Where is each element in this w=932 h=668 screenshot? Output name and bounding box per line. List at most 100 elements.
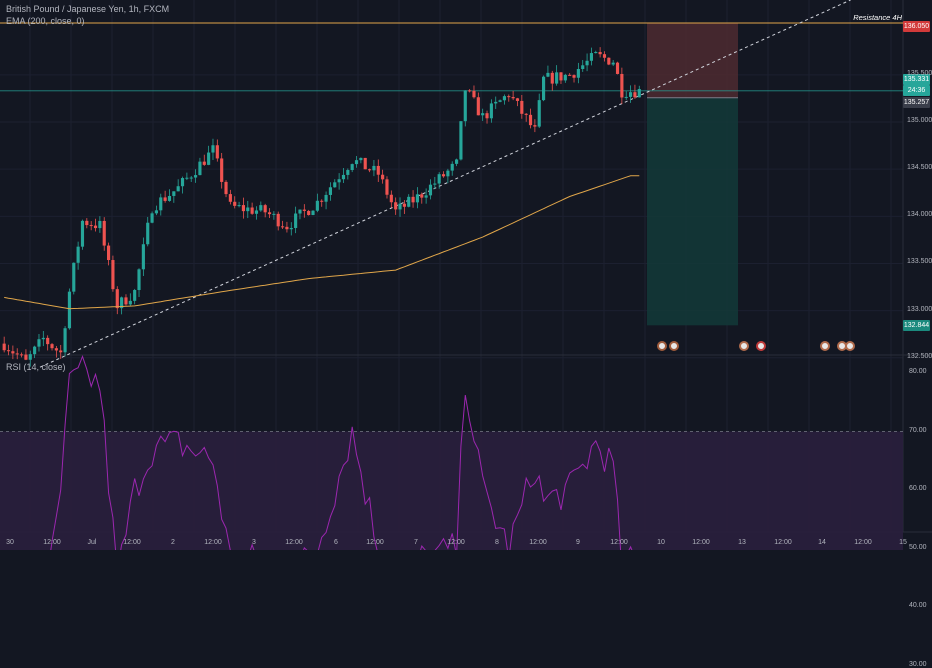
target-price-label: 136.050 — [903, 21, 930, 32]
candle-body — [494, 101, 498, 104]
trendline — [39, 0, 851, 368]
rsi-axis-tick: 80.00 — [909, 368, 927, 375]
candle-body — [250, 207, 254, 214]
price-axis-tick: 134.500 — [907, 164, 932, 172]
candle-body — [111, 260, 115, 290]
candle-body — [67, 291, 71, 329]
candle-body — [302, 209, 306, 211]
candle-body — [498, 100, 502, 102]
candle-body — [441, 174, 446, 177]
candle-body — [107, 245, 111, 261]
candle-body — [128, 300, 132, 305]
candle-body — [389, 194, 393, 203]
time-axis-tick: 12:00 — [774, 539, 792, 546]
candle-body — [298, 209, 302, 214]
rsi-axis-tick: 40.00 — [909, 602, 927, 609]
rsi-axis-tick: 50.00 — [909, 543, 927, 551]
candle-body — [476, 97, 480, 116]
candle-body — [50, 344, 54, 349]
candle-body — [254, 210, 259, 214]
event-marker-icon — [669, 341, 679, 351]
candle-body — [394, 202, 398, 210]
candle-body — [455, 159, 459, 164]
candle-body — [233, 201, 237, 206]
candle-body — [215, 145, 219, 159]
time-axis-tick: 13 — [738, 539, 746, 546]
candle-body — [337, 179, 341, 183]
position-stop-zone — [647, 23, 738, 98]
candle-body — [220, 158, 224, 182]
rsi-line — [50, 355, 633, 550]
candle-body — [311, 210, 315, 216]
candle-body — [555, 72, 559, 84]
candle-body — [589, 53, 593, 61]
rsi-axis-tick: 30.00 — [909, 660, 927, 668]
candle-body — [189, 177, 193, 179]
candle-body — [124, 297, 128, 305]
candle-body — [159, 197, 163, 211]
price-axis-tick: 133.000 — [907, 305, 932, 313]
candle-body — [533, 125, 537, 127]
ema-legend[interactable]: EMA (200, close, 0) — [6, 16, 85, 26]
candle-body — [511, 97, 515, 99]
current-price-label: 135.331 — [903, 74, 930, 85]
candle-body — [194, 175, 198, 178]
rsi-band-fill — [0, 431, 903, 550]
candle-body — [76, 246, 80, 263]
candle-body — [33, 346, 37, 355]
time-axis-tick: 6 — [334, 539, 338, 546]
candle-body — [459, 121, 463, 160]
candle-body — [289, 227, 293, 230]
price-axis-tick: 134.000 — [907, 211, 932, 219]
candle-body — [437, 174, 441, 184]
candle-body — [472, 90, 476, 98]
candle-body — [550, 72, 554, 84]
candle-body — [537, 100, 541, 127]
candle-body — [354, 160, 359, 165]
rsi-legend[interactable]: RSI (14, close) — [6, 362, 66, 372]
candle-body — [507, 96, 511, 98]
candle-body — [267, 212, 272, 215]
candle-body — [276, 213, 280, 227]
candle-body — [581, 65, 585, 70]
candle-body — [207, 152, 211, 165]
time-axis-tick: 12:00 — [610, 539, 628, 546]
time-axis-tick: 15 — [899, 539, 907, 546]
candle-body — [546, 72, 550, 77]
candle-body — [89, 225, 93, 227]
event-marker-icon — [820, 341, 830, 351]
candle-body — [515, 98, 520, 101]
candle-body — [11, 351, 15, 354]
candle-body — [198, 161, 202, 176]
candle-body — [224, 181, 228, 195]
time-axis-tick: 30 — [6, 539, 14, 546]
candle-body — [341, 174, 346, 180]
event-marker-icon — [837, 341, 847, 351]
candle-body — [372, 165, 376, 171]
candle-body — [46, 337, 50, 345]
candle-body — [611, 62, 615, 65]
candle-body — [433, 183, 437, 185]
trading-chart[interactable] — [0, 0, 932, 550]
resistance-label: Resistance 4H — [853, 13, 902, 22]
candle-body — [263, 205, 267, 213]
candle-body — [359, 157, 363, 161]
candle-body — [528, 114, 533, 126]
candle-body — [150, 213, 154, 223]
candle-body — [542, 76, 546, 101]
candle-body — [202, 161, 206, 165]
time-axis-tick: 12:00 — [447, 539, 465, 546]
symbol-legend[interactable]: British Pound / Japanese Yen, 1h, FXCM — [6, 4, 170, 14]
event-marker-icon — [756, 341, 766, 351]
candle-body — [572, 75, 576, 78]
candle-body — [602, 54, 607, 58]
candle-body — [137, 269, 141, 291]
rsi-axis-tick: 60.00 — [909, 485, 927, 492]
time-axis-tick: 12:00 — [285, 539, 303, 546]
candle-body — [363, 157, 367, 170]
candle-body — [63, 328, 67, 353]
rsi-axis-tick: 70.00 — [909, 426, 927, 434]
candle-body — [328, 187, 332, 195]
candle-body — [285, 226, 289, 230]
candle-body — [333, 182, 337, 188]
